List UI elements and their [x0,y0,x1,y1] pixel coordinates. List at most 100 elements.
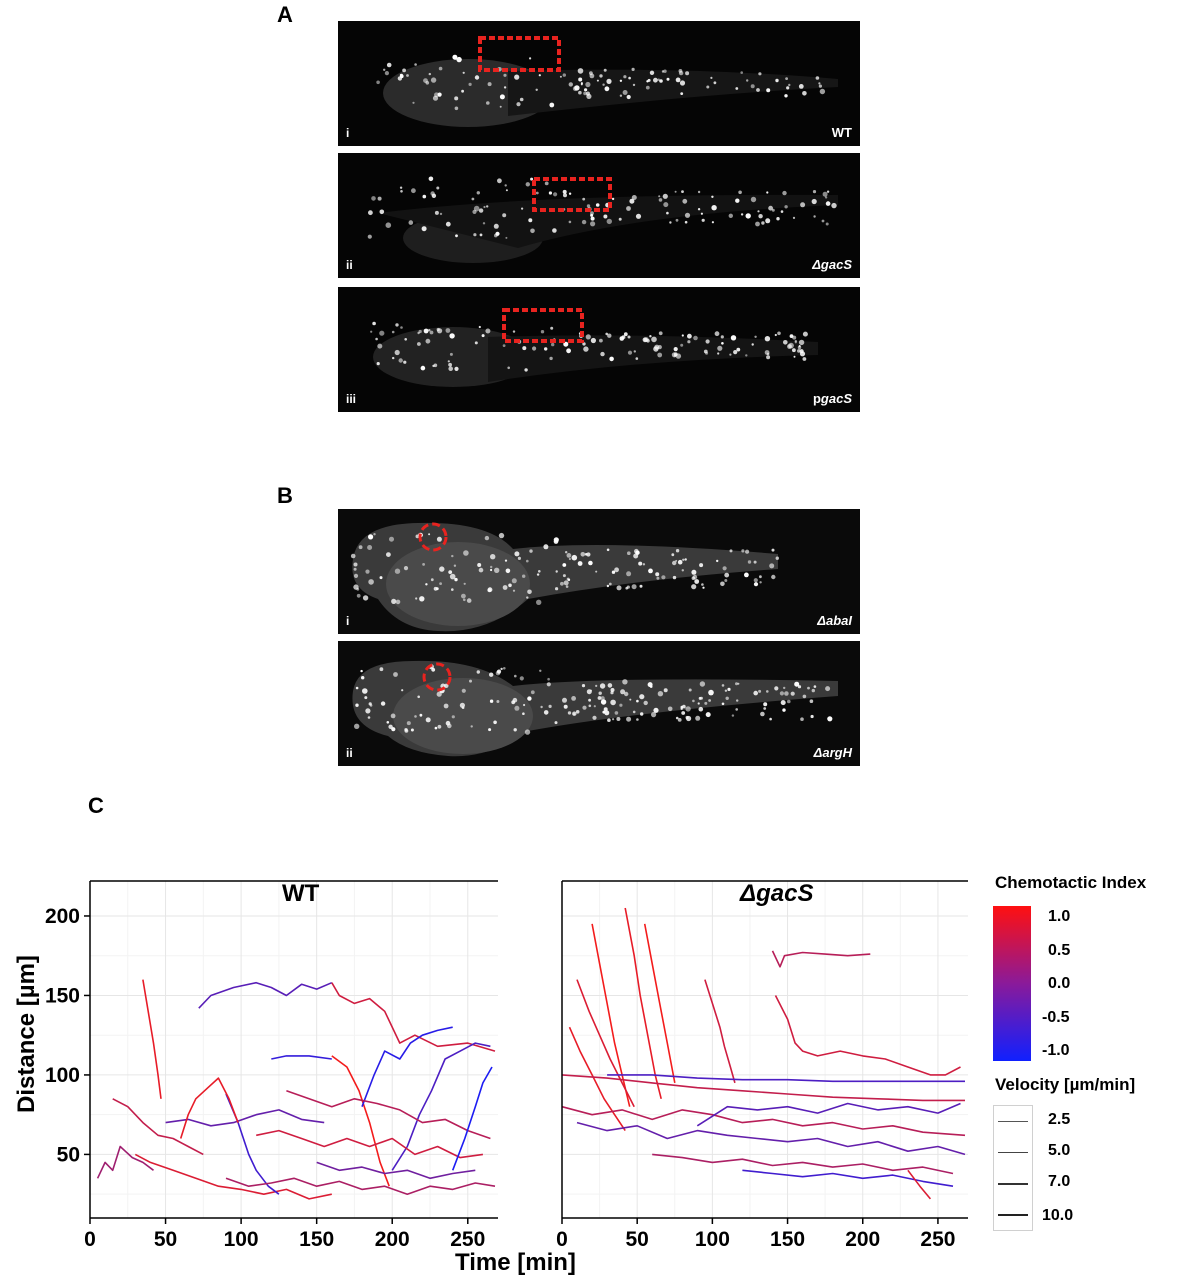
bacterium-dot [822,191,828,197]
bacterium-dot [825,686,831,692]
cell-track [652,1153,954,1175]
bacterium-dot [554,721,558,725]
bacterium-dot [514,705,520,711]
bacterium-dot [386,62,392,68]
bacterium-dot [653,77,658,83]
bacterium-dot [792,348,796,353]
bacterium-dot [379,667,384,672]
bacterium-dot [687,340,691,344]
bacterium-dot [643,700,648,706]
bacterium-dot [526,559,529,563]
ci-tick: 1.0 [1048,908,1071,925]
bacterium-dot [511,700,516,705]
bacterium-dot [684,212,691,218]
bacterium-dot [550,326,554,330]
bacterium-dot [771,574,776,580]
cell-track [451,1066,493,1171]
bacterium-dot [578,90,582,95]
y-axis-label: Distance [µm] [13,955,40,1113]
bacterium-dot [618,217,622,221]
bacterium-dot [763,707,767,710]
bacterium-dot [354,723,360,729]
bacterium-dot [586,689,592,695]
ci-tick: 0.5 [1048,942,1071,959]
bacterium-dot [658,198,663,202]
bacterium-dot [819,88,826,95]
bacterium-dot [722,566,727,571]
x-tick-label: 200 [845,1228,880,1251]
bacterium-dot [516,102,521,107]
cell-track [576,979,635,1108]
cell-track [742,1169,954,1187]
chart-title-wt: WT [282,880,320,907]
bacterium-dot [593,705,596,708]
bacterium-dot [543,544,549,550]
larva-silhouette [352,522,778,632]
bacterium-dot [631,584,637,590]
bacterium-dot [628,76,631,80]
bacterium-dot [701,583,704,586]
bacterium-dot [519,97,524,102]
bacterium-dot [639,694,645,700]
bacterium-dot [705,351,709,355]
bacterium-dot [586,93,592,99]
bacterium-dot [500,667,503,671]
bacterium-dot [656,576,660,580]
micrograph-b-i-image [350,522,779,632]
bacterium-dot [708,689,714,696]
bacterium-dot [673,347,678,352]
bacterium-dot [434,210,439,215]
bacterium-dot [595,203,600,207]
bacterium-dot [555,570,558,573]
bacterium-dot [368,210,373,216]
bacterium-dot [626,94,631,100]
cell-track [568,1026,626,1132]
bacterium-dot [810,714,814,719]
bacterium-dot [373,533,376,536]
bacterium-dot [740,213,744,216]
bacterium-dot [797,345,802,350]
velocity-tick: 7.0 [1048,1173,1071,1190]
bacterium-dot [663,202,669,208]
bacterium-dot [532,346,537,351]
velocity-tick: 10.0 [1042,1207,1074,1224]
bacterium-dot [404,338,407,341]
bacterium-dot [798,339,805,346]
bacterium-dot [691,576,696,580]
bacterium-dot [638,561,643,566]
bacterium-dot [698,696,702,700]
bacterium-dot [639,584,643,588]
bacterium-dot [666,211,669,215]
bacterium-dot [563,580,569,586]
bacterium-dot [436,536,442,542]
bacterium-dot [763,702,768,707]
bacterium-dot [419,596,425,602]
bacterium-dot [420,365,426,371]
bacterium-dot [390,713,396,719]
bacterium-dot [636,699,639,703]
bacterium-dot [787,699,791,704]
bacterium-dot [582,197,586,201]
cell-track [225,1177,496,1195]
bacterium-dot [504,559,508,562]
bacterium-dot [619,79,623,82]
y-tick-label: 200 [45,905,80,928]
bacterium-dot [478,208,484,213]
bacterium-dot [482,222,486,225]
bacterium-dot [700,212,703,215]
cell-track [561,1105,966,1137]
bacterium-dot [798,84,804,89]
bacterium-dot [717,345,723,351]
bacterium-dot [503,73,507,77]
bacterium-dot [443,703,449,709]
strain-label: WT [831,125,852,140]
bacterium-dot [625,586,628,590]
bacterium-dot [728,213,733,218]
bacterium-dot [640,712,644,716]
bacterium-dot [568,220,572,224]
bacterium-dot [684,220,688,224]
bacterium-dot [687,333,692,339]
bacterium-dot [759,581,762,584]
bacterium-dot [675,716,679,720]
bacterium-dot [434,726,438,730]
